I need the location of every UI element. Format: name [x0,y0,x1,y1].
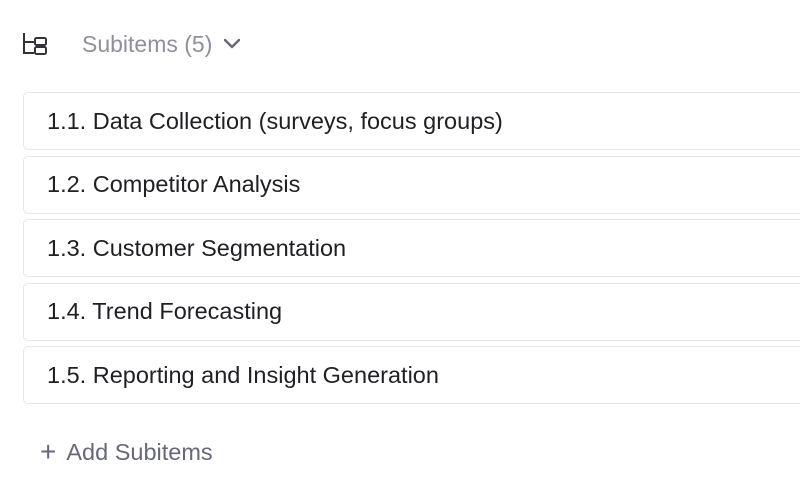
add-subitems-button[interactable]: + Add Subitems [40,438,213,466]
subitem-row[interactable]: 1.3. Customer Segmentation [23,219,800,277]
subitem-row[interactable]: 1.5. Reporting and Insight Generation [23,346,800,404]
add-subitems-label: Add Subitems [66,438,213,465]
subitems-tree-icon [22,32,48,56]
subitem-label: 1.3. Customer Segmentation [47,234,347,261]
subitems-list: 1.1. Data Collection (surveys, focus gro… [23,92,800,410]
chevron-down-icon[interactable] [222,37,242,51]
subitem-label: 1.2. Competitor Analysis [47,171,301,197]
subitem-row[interactable]: 1.1. Data Collection (surveys, focus gro… [23,92,800,150]
subitem-label: 1.4. Trend Forecasting [47,298,283,324]
subitem-label: 1.1. Data Collection (surveys, focus gro… [47,107,503,134]
subitems-header: Subitems (5) [22,26,242,62]
subitem-label: 1.5. Reporting and Insight Generation [47,361,439,388]
subitem-row[interactable]: 1.2. Competitor Analysis [23,155,800,214]
subitems-title: Subitems (5) [82,30,213,57]
plus-icon: + [40,436,57,467]
subitem-row[interactable]: 1.4. Trend Forecasting [23,282,800,341]
